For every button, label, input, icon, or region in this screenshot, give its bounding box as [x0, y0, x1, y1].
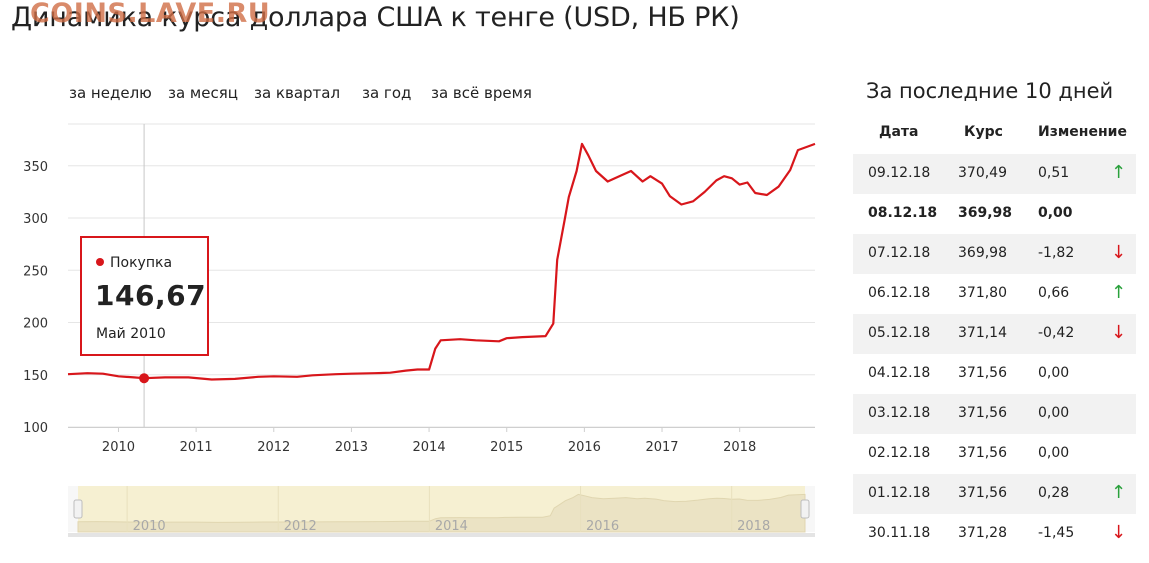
- y-tick-label: 250: [23, 264, 48, 279]
- navigator-tick-label: 2016: [586, 519, 619, 534]
- header-date: Дата: [879, 124, 919, 140]
- table-row: 07.12.18 369,98 -1,82 ↓: [853, 234, 1136, 274]
- x-tick-label: 2014: [413, 440, 446, 455]
- x-tick-label: 2017: [645, 440, 678, 455]
- watermark: COINS.LAVE.RU: [30, 0, 271, 29]
- table-row: 05.12.18 371,14 -0,42 ↓: [853, 314, 1136, 354]
- navigator-scrollbar[interactable]: [68, 533, 815, 537]
- row-change: -1,82: [1038, 245, 1075, 261]
- y-tick-label: 100: [23, 421, 48, 436]
- x-tick-label: 2011: [180, 440, 213, 455]
- y-tick-label: 300: [23, 212, 48, 227]
- navigator-handle-right[interactable]: [800, 499, 810, 519]
- row-rate: 370,49: [958, 165, 1007, 181]
- table-row: 08.12.18 369,98 0,00: [853, 194, 1136, 234]
- row-change: 0,51: [1038, 165, 1070, 181]
- arrow-down-icon: ↓: [1111, 322, 1127, 343]
- table-header: Дата Курс Изменение: [853, 124, 1136, 146]
- series-dot-icon: [96, 258, 104, 266]
- table-row: 06.12.18 371,80 0,66 ↑: [853, 274, 1136, 314]
- table-row: 09.12.18 370,49 0,51 ↑: [853, 154, 1136, 194]
- navigator-area: [77, 493, 806, 533]
- page-title: Динамика курса доллара США к тенге (USD,…: [11, 2, 740, 33]
- y-tick-label: 200: [23, 317, 48, 332]
- header-change: Изменение: [1038, 124, 1127, 140]
- row-change: 0,28: [1038, 485, 1070, 501]
- navigator-tick-label: 2014: [435, 519, 468, 534]
- x-tick-label: 2013: [335, 440, 368, 455]
- row-change: 0,00: [1038, 445, 1070, 461]
- navigator-tick-label: 2018: [737, 519, 770, 534]
- table-row: 03.12.18 371,56 0,00: [853, 394, 1136, 434]
- row-rate: 371,56: [958, 405, 1007, 421]
- navigator-handle-left[interactable]: [73, 499, 83, 519]
- row-date: 02.12.18: [868, 445, 931, 461]
- row-change: -0,42: [1038, 325, 1075, 341]
- row-rate: 369,98: [958, 245, 1007, 261]
- period-all-time-button[interactable]: за всё время: [431, 84, 532, 102]
- row-rate: 371,14: [958, 325, 1007, 341]
- row-date: 08.12.18: [868, 205, 938, 221]
- arrow-down-icon: ↓: [1111, 522, 1127, 543]
- tooltip-value: 146,67: [95, 279, 207, 312]
- period-month-button[interactable]: за месяц: [168, 84, 238, 102]
- period-week-button[interactable]: за неделю: [69, 84, 152, 102]
- navigator-tick-label: 2012: [284, 519, 317, 534]
- x-tick-label: 2015: [490, 440, 523, 455]
- table-row: 04.12.18 371,56 0,00: [853, 354, 1136, 394]
- series-line-buy: [67, 142, 816, 381]
- row-change: -1,45: [1038, 525, 1075, 541]
- period-quarter-button[interactable]: за квартал: [254, 84, 341, 102]
- y-tick-label: 350: [23, 160, 48, 175]
- row-change: 0,00: [1038, 205, 1073, 221]
- x-tick-label: 2012: [257, 440, 290, 455]
- tooltip-series: Покупка: [96, 255, 172, 271]
- navigator-tick-label: 2010: [133, 519, 166, 534]
- period-year-button[interactable]: за год: [362, 84, 412, 102]
- rates-table: 09.12.18 370,49 0,51 ↑ 08.12.18 369,98 0…: [853, 154, 1136, 554]
- row-date: 30.11.18: [868, 525, 931, 541]
- arrow-up-icon: ↑: [1111, 162, 1127, 183]
- table-row: 02.12.18 371,56 0,00: [853, 434, 1136, 474]
- chart-tooltip: Покупка 146,67 Май 2010: [80, 236, 209, 356]
- highlight-point: [139, 373, 150, 384]
- row-date: 01.12.18: [868, 485, 931, 501]
- tooltip-series-label: Покупка: [110, 255, 173, 271]
- arrow-up-icon: ↑: [1111, 282, 1127, 303]
- x-tick-label: 2016: [568, 440, 601, 455]
- row-date: 04.12.18: [868, 365, 931, 381]
- range-navigator[interactable]: 2010 2012 2014 2016 2018: [68, 486, 815, 537]
- row-rate: 369,98: [958, 205, 1013, 221]
- row-rate: 371,28: [958, 525, 1007, 541]
- tooltip-date: Май 2010: [96, 326, 166, 342]
- x-tick-label: 2018: [723, 440, 756, 455]
- table-row: 30.11.18 371,28 -1,45 ↓: [853, 514, 1136, 554]
- row-rate: 371,56: [958, 445, 1007, 461]
- y-tick-label: 150: [23, 369, 48, 384]
- arrow-up-icon: ↑: [1111, 482, 1127, 503]
- row-rate: 371,56: [958, 365, 1007, 381]
- row-date: 06.12.18: [868, 285, 931, 301]
- row-rate: 371,56: [958, 485, 1007, 501]
- table-title: За последние 10 дней: [866, 79, 1114, 103]
- row-date: 09.12.18: [868, 165, 931, 181]
- header-rate: Курс: [964, 124, 1003, 140]
- table-row: 01.12.18 371,56 0,28 ↑: [853, 474, 1136, 514]
- row-change: 0,00: [1038, 405, 1070, 421]
- row-rate: 371,80: [958, 285, 1007, 301]
- row-date: 03.12.18: [868, 405, 931, 421]
- row-date: 07.12.18: [868, 245, 931, 261]
- arrow-down-icon: ↓: [1111, 242, 1127, 263]
- row-change: 0,00: [1038, 365, 1070, 381]
- x-tick-label: 2010: [102, 440, 135, 455]
- row-change: 0,66: [1038, 285, 1070, 301]
- row-date: 05.12.18: [868, 325, 931, 341]
